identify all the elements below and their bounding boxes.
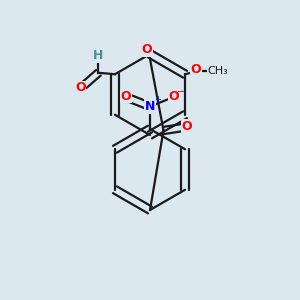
Text: O: O: [191, 63, 202, 76]
Text: O: O: [121, 90, 131, 103]
Text: O: O: [169, 90, 179, 103]
Text: H: H: [93, 50, 103, 62]
Text: +: +: [154, 95, 161, 104]
Text: O: O: [142, 43, 152, 56]
Text: N: N: [145, 100, 155, 113]
Text: O: O: [181, 120, 192, 133]
Text: O: O: [75, 81, 86, 94]
Text: CH₃: CH₃: [207, 66, 228, 76]
Text: −: −: [177, 87, 186, 97]
